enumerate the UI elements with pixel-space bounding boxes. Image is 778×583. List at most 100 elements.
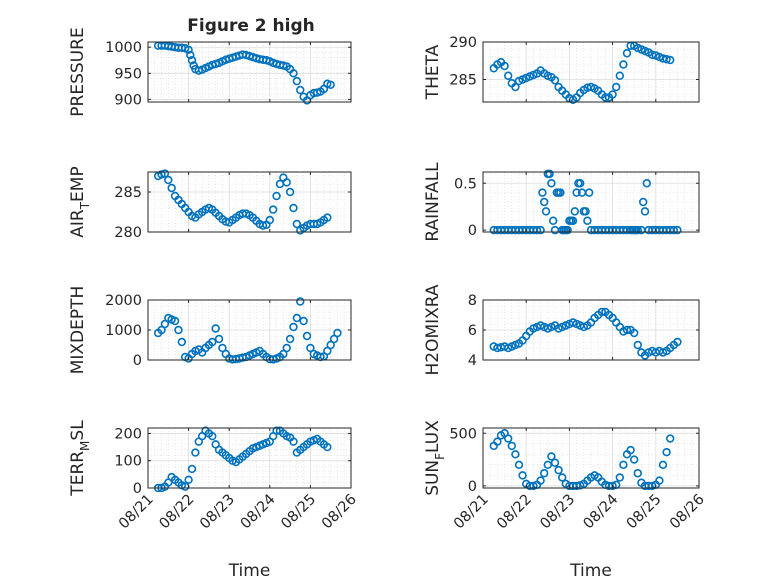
data-point bbox=[615, 473, 624, 482]
data-point bbox=[511, 450, 520, 459]
axes-box bbox=[482, 427, 700, 489]
data-point bbox=[296, 85, 305, 95]
data-point bbox=[532, 225, 542, 235]
data-point bbox=[282, 178, 291, 187]
x-axis-label: Time bbox=[228, 561, 271, 581]
data-point bbox=[177, 337, 187, 347]
data-point bbox=[504, 71, 513, 80]
y-tick-label: 285 bbox=[449, 73, 477, 89]
data-point bbox=[536, 225, 545, 235]
data-point bbox=[655, 476, 664, 485]
axes-box bbox=[482, 171, 700, 233]
data-point bbox=[622, 325, 632, 335]
data-point bbox=[157, 170, 166, 179]
data-point bbox=[541, 207, 551, 216]
data-point bbox=[547, 452, 556, 461]
data-point bbox=[268, 205, 278, 214]
data-point bbox=[638, 197, 648, 207]
data-point bbox=[289, 203, 298, 213]
data-point bbox=[626, 445, 635, 455]
data-point bbox=[299, 316, 308, 326]
data-point bbox=[504, 434, 513, 443]
data-point bbox=[292, 313, 302, 323]
data-point bbox=[529, 481, 538, 491]
y-axis-label: PRESSURE bbox=[68, 27, 88, 116]
data-point bbox=[673, 225, 682, 235]
subplot-1: 900 950 1000 PRESSURE bbox=[68, 27, 352, 117]
y-tick-label: 0 bbox=[468, 479, 477, 495]
data-point bbox=[633, 340, 642, 350]
data-series bbox=[153, 297, 342, 364]
y-tick-label: 1000 bbox=[105, 40, 142, 56]
y-tick-label: 1000 bbox=[105, 323, 142, 339]
data-point bbox=[539, 469, 549, 478]
data-point bbox=[272, 426, 281, 435]
data-point bbox=[258, 221, 268, 230]
data-point bbox=[174, 325, 183, 335]
data-point bbox=[157, 325, 166, 335]
data-point bbox=[629, 455, 639, 464]
y-tick-label: 6 bbox=[468, 323, 477, 339]
y-tick-label: 0 bbox=[468, 223, 477, 239]
y-axis-label: AIRTEMP bbox=[68, 166, 92, 237]
data-point bbox=[545, 169, 554, 179]
axes-box bbox=[482, 41, 700, 103]
data-point bbox=[568, 216, 578, 225]
data-point bbox=[622, 49, 632, 58]
data-point bbox=[211, 324, 220, 333]
data-point bbox=[285, 187, 295, 197]
y-tick-label: 900 bbox=[114, 92, 142, 108]
data-point bbox=[572, 188, 581, 197]
data-point bbox=[208, 431, 217, 441]
data-point bbox=[633, 469, 642, 478]
data-point bbox=[554, 465, 563, 475]
data-point bbox=[329, 334, 339, 344]
data-point bbox=[214, 334, 224, 344]
data-point bbox=[306, 343, 315, 353]
data-point bbox=[597, 307, 606, 317]
y-axis-label: RAINFALL bbox=[423, 162, 443, 242]
y-tick-label: 4 bbox=[468, 353, 477, 369]
data-point bbox=[548, 216, 558, 225]
data-point bbox=[302, 331, 312, 341]
data-point bbox=[539, 197, 549, 207]
data-point bbox=[611, 82, 621, 92]
data-point bbox=[208, 337, 217, 347]
subplot-5: 0 1000 2000 MIXDEPTH bbox=[68, 286, 352, 374]
data-point bbox=[550, 458, 560, 467]
data-point bbox=[326, 80, 335, 89]
data-point bbox=[570, 207, 579, 216]
data-point bbox=[601, 93, 610, 102]
data-point bbox=[518, 471, 527, 480]
y-tick-label: 200 bbox=[114, 426, 142, 442]
data-point bbox=[323, 346, 332, 356]
data-point bbox=[647, 50, 657, 59]
data-point bbox=[557, 473, 567, 482]
data-point bbox=[218, 343, 227, 353]
data-point bbox=[160, 169, 170, 178]
data-point bbox=[272, 191, 281, 201]
data-point bbox=[547, 179, 556, 188]
data-point bbox=[665, 434, 675, 443]
data-series bbox=[489, 429, 675, 491]
subplot-6: 4 6 8 H2OMIXRA bbox=[423, 284, 700, 376]
data-point bbox=[583, 216, 592, 225]
data-point bbox=[333, 328, 342, 338]
data-point bbox=[191, 448, 200, 457]
figure-title: Figure 2 high bbox=[187, 16, 315, 36]
data-point bbox=[493, 437, 502, 446]
y-axis-label: SUNFLUX bbox=[423, 420, 447, 496]
data-point bbox=[572, 481, 581, 491]
data-point bbox=[581, 207, 590, 216]
data-point bbox=[184, 475, 193, 485]
y-tick-label: 0 bbox=[133, 353, 142, 369]
data-point bbox=[642, 179, 651, 188]
subplot-3: 280 285 AIRTEMP bbox=[68, 166, 352, 241]
data-point bbox=[665, 55, 675, 65]
data-point bbox=[662, 448, 671, 457]
y-tick-label: 280 bbox=[114, 225, 142, 241]
data-point bbox=[285, 334, 295, 344]
data-point bbox=[160, 319, 170, 329]
data-series bbox=[489, 41, 675, 104]
